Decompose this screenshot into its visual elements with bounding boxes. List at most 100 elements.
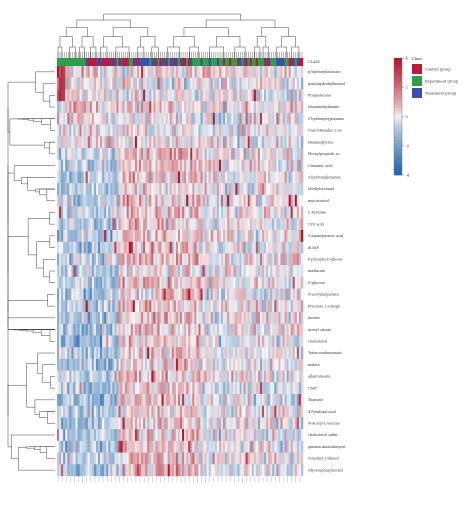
heatmap-cell bbox=[177, 440, 181, 453]
heatmap-cell bbox=[268, 417, 271, 430]
heatmap-cell bbox=[134, 312, 138, 325]
heatmap-cell bbox=[153, 358, 156, 371]
heatmap-cell bbox=[139, 405, 142, 418]
heatmap-cell bbox=[192, 159, 195, 172]
heatmap-cell bbox=[149, 124, 152, 137]
heatmap-cell bbox=[247, 276, 250, 289]
heatmap-cell bbox=[184, 136, 187, 149]
heatmap-cell bbox=[87, 101, 91, 114]
class-track-cell bbox=[186, 58, 189, 66]
heatmap-cell bbox=[282, 323, 285, 336]
heatmap-cell bbox=[259, 183, 263, 196]
heatmap-cell bbox=[173, 358, 177, 371]
heatmap-cell bbox=[294, 241, 298, 254]
heatmap-cell bbox=[98, 265, 101, 278]
heatmap-cell bbox=[177, 101, 181, 114]
heatmap-cell bbox=[221, 66, 224, 79]
heatmap-cell bbox=[63, 112, 66, 125]
heatmap-cell bbox=[237, 253, 240, 266]
heatmap-cell bbox=[145, 183, 148, 196]
heatmap-cell bbox=[282, 89, 285, 102]
heatmap-cell bbox=[155, 440, 158, 453]
heatmap-cell bbox=[292, 183, 296, 196]
class-track-cell bbox=[266, 58, 269, 66]
heatmap-cell bbox=[93, 124, 97, 137]
heatmap-cell bbox=[104, 382, 107, 395]
heatmap-cell bbox=[134, 394, 138, 407]
heatmap-cell bbox=[192, 382, 195, 395]
heatmap-cell bbox=[173, 218, 177, 231]
heatmap-cell bbox=[290, 253, 294, 266]
heatmap-cell bbox=[192, 253, 195, 266]
heatmap-cell bbox=[159, 101, 162, 114]
heatmap-cell bbox=[108, 452, 111, 465]
heatmap-cell bbox=[122, 347, 125, 360]
heatmap-cell bbox=[253, 253, 257, 266]
heatmap-cell bbox=[280, 253, 283, 266]
heatmap-cell bbox=[241, 66, 244, 79]
heatmap-cell bbox=[177, 183, 181, 196]
heatmap-cell bbox=[57, 218, 60, 231]
heatmap-cell bbox=[128, 382, 132, 395]
heatmap-cell bbox=[251, 405, 255, 418]
heatmap-cell bbox=[67, 159, 70, 172]
heatmap-cell bbox=[284, 241, 287, 254]
heatmap-cell bbox=[251, 218, 255, 231]
heatmap-cell bbox=[249, 405, 253, 418]
heatmap-cell bbox=[95, 194, 99, 207]
heatmap-cell bbox=[186, 77, 189, 90]
heatmap-cell bbox=[159, 241, 162, 254]
heatmap-cell bbox=[218, 312, 222, 325]
heatmap-cell bbox=[239, 241, 242, 254]
heatmap-cell bbox=[290, 464, 294, 477]
heatmap-cell bbox=[91, 171, 95, 184]
heatmap-cell bbox=[231, 159, 234, 172]
heatmap-cell bbox=[95, 394, 99, 407]
heatmap-cell bbox=[204, 323, 207, 336]
heatmap-cell bbox=[157, 241, 160, 254]
heatmap-cell bbox=[245, 405, 248, 418]
heatmap-cell bbox=[239, 136, 242, 149]
heatmap-cell bbox=[214, 300, 218, 313]
heatmap-cell bbox=[169, 276, 173, 289]
heatmap-cell bbox=[182, 312, 185, 325]
heatmap-cell bbox=[175, 66, 179, 79]
heatmap-cell bbox=[286, 405, 289, 418]
heatmap-cell bbox=[300, 89, 304, 102]
heatmap-cells bbox=[57, 66, 304, 477]
heatmap-cell bbox=[102, 382, 105, 395]
heatmap-cell bbox=[296, 206, 300, 219]
heatmap-cell bbox=[163, 405, 166, 418]
heatmap-cell bbox=[59, 206, 62, 219]
heatmap-cell bbox=[104, 323, 107, 336]
heatmap-cell bbox=[73, 288, 76, 301]
heatmap-cell bbox=[77, 417, 80, 430]
heatmap-cell bbox=[194, 335, 197, 348]
heatmap-cell bbox=[216, 206, 220, 219]
heatmap-cell bbox=[155, 276, 158, 289]
heatmap-cell bbox=[173, 124, 177, 137]
heatmap-cell bbox=[98, 347, 101, 360]
heatmap-cell bbox=[184, 452, 187, 465]
heatmap-cell bbox=[171, 218, 175, 231]
heatmap-cell bbox=[130, 405, 134, 418]
heatmap-cell bbox=[61, 171, 64, 184]
heatmap-cell bbox=[124, 159, 127, 172]
heatmap-cell bbox=[282, 288, 285, 301]
heatmap-cell bbox=[65, 382, 68, 395]
column-dendrogram-branch bbox=[140, 36, 156, 47]
heatmap-cell bbox=[61, 335, 64, 348]
heatmap-cell bbox=[200, 136, 203, 149]
heatmap-cell bbox=[139, 101, 142, 114]
heatmap-cell bbox=[290, 241, 294, 254]
heatmap-cell bbox=[231, 429, 234, 442]
heatmap-cell bbox=[190, 124, 193, 137]
heatmap-cell bbox=[223, 429, 226, 442]
heatmap-cell bbox=[241, 230, 244, 243]
heatmap-cell bbox=[259, 206, 263, 219]
heatmap-cell bbox=[266, 429, 269, 442]
heatmap-cell bbox=[231, 335, 234, 348]
heatmap-cell bbox=[100, 253, 103, 266]
heatmap-cell bbox=[266, 370, 269, 383]
heatmap-cell bbox=[61, 89, 64, 102]
